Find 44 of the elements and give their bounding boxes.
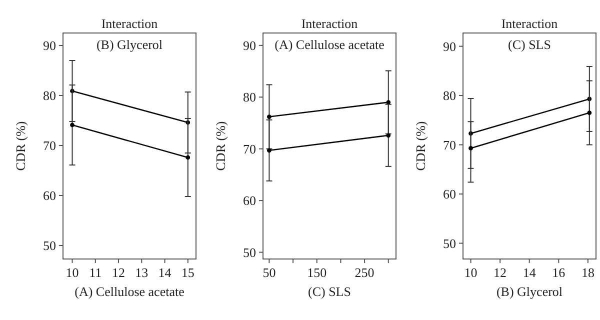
x-axis-title: (C) SLS [308,284,351,299]
y-tick-label: 70 [243,141,256,156]
point [186,155,190,160]
x-tick-label: 18 [581,265,594,280]
y-tick-label: 80 [443,88,456,104]
y-tick-label: 60 [443,186,456,202]
y-tick-label: 60 [243,193,256,208]
chart-title: Interaction [501,16,558,31]
x-tick-label: 14 [158,265,172,280]
y-tick-label: 60 [43,188,56,204]
x-tick-label: 10 [464,265,478,280]
y-tick-label: 80 [243,90,256,105]
y-axis-title: CDR (%) [413,121,428,171]
y-tick-label: 90 [443,38,456,54]
y-axis-title: CDR (%) [13,121,28,171]
x-tick-label: 12 [494,265,507,280]
chart-subtitle: (C) SLS [508,37,551,52]
x-tick-label: 250 [354,265,374,280]
x-tick-label: 150 [307,265,327,280]
y-axis-title: CDR (%) [213,121,228,171]
chart-title: Interaction [101,16,158,31]
y-tick-label: 80 [43,88,56,104]
chart-title: Interaction [301,16,358,31]
x-axis-title: (A) Cellulose acetate [74,284,185,299]
y-tick-label: 90 [43,38,56,54]
x-tick-label: 14 [522,265,536,280]
x-axis-title: (B) Glycerol [496,284,563,299]
y-tick-label: 90 [243,38,256,53]
x-tick-label: 10 [66,265,79,280]
y-tick-label: 50 [43,238,56,254]
x-tick-label: 50 [262,265,276,280]
chart-subtitle: (B) Glycerol [96,37,163,52]
chart-subtitle: (A) Cellulose acetate [274,37,385,52]
point [587,110,592,115]
x-tick-label: 12 [112,265,126,280]
y-tick-label: 70 [43,138,56,154]
x-tick-label: 13 [135,265,148,280]
point [468,146,473,150]
x-tick-label: 15 [181,265,194,280]
x-tick-label: 11 [89,265,102,280]
x-tick-label: 16 [552,265,566,280]
y-tick-label: 50 [243,244,256,260]
y-tick-label: 50 [443,236,456,251]
y-tick-label: 70 [443,137,456,152]
